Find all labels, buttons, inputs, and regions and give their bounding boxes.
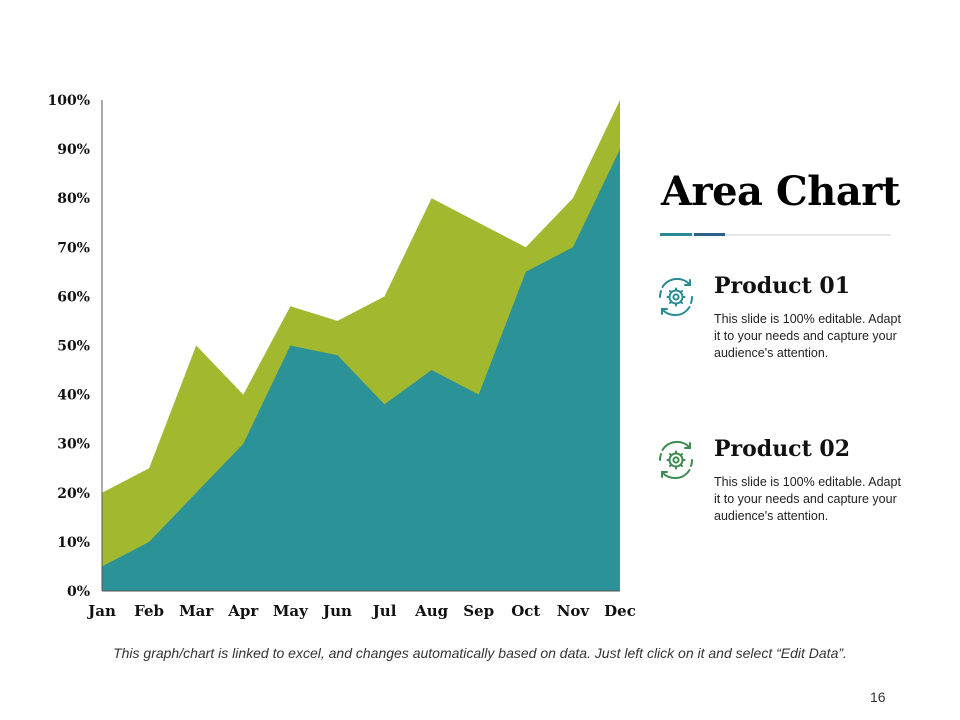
x-tick-label: Jun — [321, 602, 352, 620]
y-tick-label: 20% — [57, 486, 90, 502]
x-tick-label: Apr — [227, 602, 259, 620]
page-number: 16 — [870, 689, 886, 705]
y-tick-label: 40% — [57, 388, 90, 404]
title-accent-teal — [660, 233, 692, 236]
title-accent-blue — [694, 233, 725, 236]
page-title: Area Chart — [661, 168, 900, 215]
product-01-name: Product 01 — [714, 273, 851, 299]
product-02-description: This slide is 100% editable. Adapt it to… — [714, 475, 901, 523]
area-series-2 — [102, 149, 620, 591]
x-tick-label: Feb — [134, 602, 164, 620]
y-tick-label: 100% — [47, 93, 90, 109]
y-tick-label: 60% — [57, 289, 90, 305]
y-tick-label: 10% — [57, 535, 90, 551]
x-tick-label: Jul — [371, 602, 397, 620]
x-tick-label: Oct — [511, 602, 540, 620]
gear-cycle-icon — [659, 277, 693, 317]
gear-cycle-icon — [659, 440, 693, 480]
x-tick-label: Dec — [604, 602, 636, 620]
area-chart: 0% 10% 20% 30% 40% 50% 60% 70% 80% 90% 100% Jan Feb M… — [47, 93, 636, 620]
x-tick-label: Nov — [557, 602, 591, 620]
x-tick-label: May — [273, 602, 309, 620]
product-01-description: This slide is 100% editable. Adapt it to… — [714, 312, 901, 360]
y-tick-label: 70% — [57, 240, 90, 256]
product-02-name: Product 02 — [714, 436, 851, 462]
y-tick-label: 80% — [57, 191, 90, 207]
x-tick-label: Aug — [414, 602, 449, 620]
x-tick-label: Mar — [179, 602, 214, 620]
footnote: This graph/chart is linked to excel, and… — [113, 645, 847, 661]
x-tick-label: Sep — [463, 602, 494, 620]
y-tick-label: 50% — [57, 339, 90, 355]
y-tick-label: 90% — [57, 142, 90, 158]
y-tick-label: 30% — [57, 437, 90, 453]
x-tick-label: Jan — [86, 602, 116, 620]
title-divider — [660, 234, 891, 236]
y-tick-label: 0% — [67, 584, 90, 600]
